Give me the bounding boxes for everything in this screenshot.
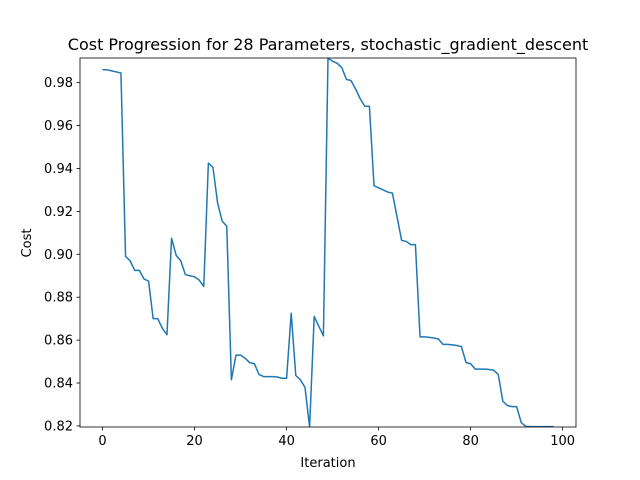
- x-axis-title: Iteration: [300, 456, 355, 471]
- x-tick-label: 20: [186, 434, 203, 449]
- plot-frame: [79, 57, 577, 428]
- y-tick-label: 0.92: [44, 205, 73, 220]
- y-axis-title: Cost: [20, 229, 35, 258]
- plot-area: 0 20 40 60 80 100 0.82 0.84 0.86 0.88 0.90 0.92 0.94…: [44, 57, 577, 449]
- series-line: [102, 58, 554, 427]
- chart-title: Cost Progression for 28 Parameters, stoc…: [68, 35, 588, 55]
- x-tick-label: 100: [550, 434, 575, 449]
- y-tick-label: 0.88: [44, 291, 73, 306]
- y-tick-label: 0.96: [44, 119, 73, 134]
- y-tick-label: 0.98: [44, 76, 73, 91]
- y-tick-label: 0.94: [44, 162, 73, 177]
- y-tick-label: 0.90: [44, 248, 73, 263]
- x-tick-label: 0: [98, 434, 106, 449]
- y-tick-label: 0.82: [44, 419, 73, 434]
- x-tick-label: 40: [278, 434, 295, 449]
- x-tick-label: 60: [370, 434, 387, 449]
- x-tick-label: 80: [462, 434, 479, 449]
- y-tick-label: 0.86: [44, 334, 73, 349]
- y-tick-label: 0.84: [44, 377, 73, 392]
